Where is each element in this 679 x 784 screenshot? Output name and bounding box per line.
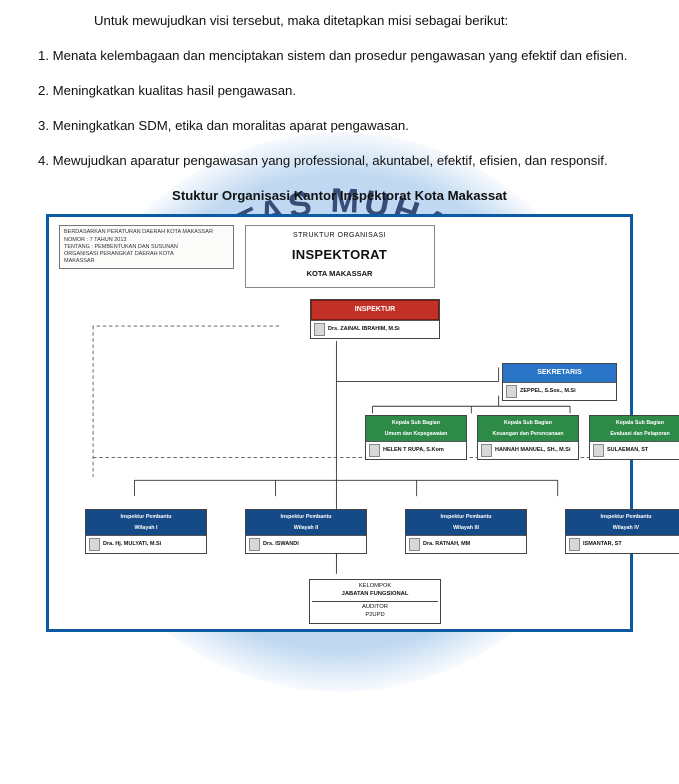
fungsional-l1: KELOMPOK (312, 583, 438, 591)
node-subbag-3: Kepala Sub Bagian Evaluasi dan Pelaporan… (589, 415, 679, 459)
legal-l2: NOMOR : 7 TAHUN 2013 (64, 237, 229, 244)
orgchart-header-l3: KOTA MAKASSAR (250, 267, 430, 281)
node-subbag1-title: Kepala Sub Bagian Umum dan Kepegawaian (366, 416, 466, 440)
node-subbag-1: Kepala Sub Bagian Umum dan Kepegawaian H… (365, 415, 467, 459)
avatar-icon (481, 444, 492, 457)
mission-item-3: 3. Meningkatkan SDM, etika dan moralitas… (38, 113, 641, 138)
node-inspektur-name: Drs. ZAINAL IBRAHIM, M.Si (328, 324, 400, 334)
node-irban-1: Inspektur Pembantu Wilayah I Dra. Hj. MU… (85, 509, 207, 553)
legal-l5: MAKASSAR (64, 258, 229, 265)
node-irban3-name: Dra. RATNAH, MM (423, 539, 470, 549)
node-irban2-title: Inspektur Pembantu Wilayah II (246, 510, 366, 534)
avatar-icon (249, 538, 260, 551)
avatar-icon (506, 385, 517, 398)
node-irban2-name: Drs. ISWANDI (263, 539, 299, 549)
avatar-icon (314, 323, 325, 336)
node-irban4-title: Inspektur Pembantu Wilayah IV (566, 510, 679, 534)
orgchart-header: STRUKTUR ORGANISASI INSPEKTORAT KOTA MAK… (245, 225, 435, 287)
mission-item-2: 2. Meningkatkan kualitas hasil pengawasa… (38, 78, 641, 103)
node-subbag1-name: HELEN T RUPA, S.Kom (383, 445, 444, 455)
orgchart-header-l2: INSPEKTORAT (250, 243, 430, 268)
orgchart-container: STRUKTUR ORGANISASI INSPEKTORAT KOTA MAK… (46, 214, 633, 632)
orgchart-legal-box: BERDASARKAN PERATURAN DAERAH KOTA MAKASS… (59, 225, 234, 269)
avatar-icon (89, 538, 100, 551)
node-irban1-name: Dra. Hj. MULYATI, M.Si (103, 539, 161, 549)
node-subbag-2: Kepala Sub Bagian Keuangan dan Perencana… (477, 415, 579, 459)
avatar-icon (569, 538, 580, 551)
node-irban1-title: Inspektur Pembantu Wilayah I (86, 510, 206, 534)
avatar-icon (369, 444, 380, 457)
node-irban3-title: Inspektur Pembantu Wilayah III (406, 510, 526, 534)
node-irban-2: Inspektur Pembantu Wilayah II Drs. ISWAN… (245, 509, 367, 553)
orgchart-title: Stuktur Organisasi Kantor Inspektorat Ko… (38, 183, 641, 208)
orgchart-header-l1: STRUKTUR ORGANISASI (250, 229, 430, 242)
node-subbag2-name: HANNAH MANUEL, SH., M.Si (495, 445, 570, 455)
document-body: Untuk mewujudkan visi tersebut, maka dit… (0, 0, 679, 632)
node-subbag2-title: Kepala Sub Bagian Keuangan dan Perencana… (478, 416, 578, 440)
node-sekretaris-title: SEKRETARIS (503, 364, 616, 381)
node-inspektur: INSPEKTUR Drs. ZAINAL IBRAHIM, M.Si (310, 299, 440, 338)
legal-l3: TENTANG : PEMBENTUKAN DAN SUSUNAN (64, 244, 229, 251)
fungsional-l4: P2UPD (312, 612, 438, 620)
avatar-icon (409, 538, 420, 551)
node-irban-4: Inspektur Pembantu Wilayah IV ISMANTAR, … (565, 509, 679, 553)
node-sekretaris: SEKRETARIS ZEPPEL, S.Sos., M.Si (502, 363, 617, 400)
avatar-icon (593, 444, 604, 457)
node-inspektur-title: INSPEKTUR (311, 300, 439, 319)
fungsional-l3: AUDITOR (312, 604, 438, 612)
node-subbag3-title: Kepala Sub Bagian Evaluasi dan Pelaporan (590, 416, 679, 440)
node-irban4-name: ISMANTAR, ST (583, 539, 622, 549)
legal-l1: BERDASARKAN PERATURAN DAERAH KOTA MAKASS… (64, 229, 229, 236)
legal-l4: ORGANISASI PERANGKAT DAERAH KOTA (64, 251, 229, 258)
mission-item-1: 1. Menata kelembagaan dan menciptakan si… (38, 43, 641, 68)
node-subbag3-name: SULAEMAN, ST (607, 445, 648, 455)
mission-item-4: 4. Mewujudkan aparatur pengawasan yang p… (38, 148, 641, 173)
intro-paragraph: Untuk mewujudkan visi tersebut, maka dit… (38, 8, 641, 33)
node-irban-3: Inspektur Pembantu Wilayah III Dra. RATN… (405, 509, 527, 553)
node-sekretaris-name: ZEPPEL, S.Sos., M.Si (520, 386, 576, 396)
fungsional-l2: JABATAN FUNGSIONAL (312, 591, 438, 602)
node-fungsional: KELOMPOK JABATAN FUNGSIONAL AUDITOR P2UP… (309, 579, 441, 623)
